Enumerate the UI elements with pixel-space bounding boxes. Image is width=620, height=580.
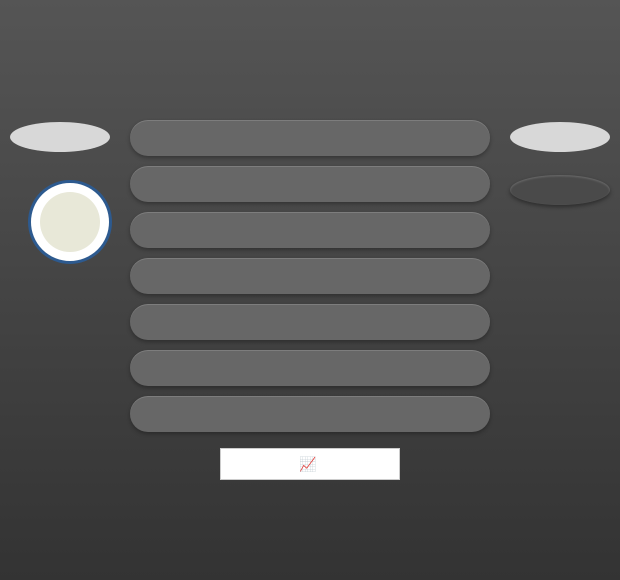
club-logo [28, 180, 112, 264]
player-left-badge [10, 122, 110, 152]
stat-row [130, 350, 490, 386]
club-logo-icon [40, 192, 100, 252]
stat-row [130, 258, 490, 294]
comparison-title [0, 0, 620, 12]
watermark[interactable]: 📈 [220, 448, 400, 480]
chart-icon: 📈 [299, 456, 316, 473]
stat-row [130, 166, 490, 202]
stat-row [130, 396, 490, 432]
stat-row [130, 212, 490, 248]
player-right-badge [510, 122, 610, 152]
stats-container [130, 120, 490, 442]
player-right-badge-secondary [510, 175, 610, 205]
stat-row [130, 120, 490, 156]
stat-row [130, 304, 490, 340]
